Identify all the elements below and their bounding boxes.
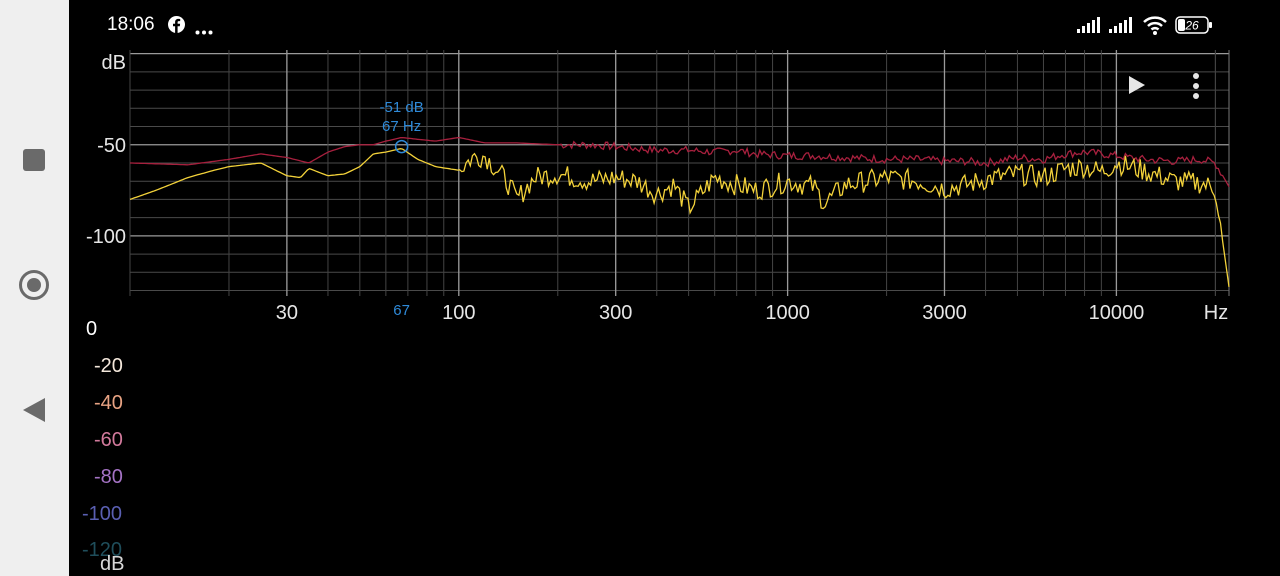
recents-button[interactable] [14, 142, 54, 182]
x-tick-label: 1000 [765, 302, 810, 324]
x-tick-label: 10000 [1089, 302, 1145, 324]
square-icon [22, 148, 46, 177]
spectrum-analyzer-screen: -50 -100 dB 30 100 300 1000 3000 10000 Hz -51 dB 67… [69, 0, 1280, 576]
peak-marker [394, 139, 409, 154]
spectrum-series-line [130, 136, 1230, 188]
peak-hz-label: 67 Hz [382, 118, 421, 135]
y-tick-label: -50 [97, 135, 126, 157]
status-time: 18:06 [107, 14, 155, 35]
scale-label-60: -60 [94, 429, 123, 451]
circle-icon [18, 269, 50, 306]
scale-unit: dB [100, 553, 125, 575]
status-bar: 18:06 26 [69, 0, 1280, 48]
y-axis-unit: dB [102, 52, 126, 74]
y-tick-label: -100 [86, 226, 126, 248]
scale-label-100: -100 [82, 503, 123, 525]
scale-label-80: -80 [94, 466, 123, 488]
x-tick-label: 30 [276, 302, 298, 324]
signal-icon [1077, 16, 1103, 39]
navigation-bar [0, 0, 69, 576]
battery-icon: 26 [1175, 16, 1213, 39]
scale-label-40: -40 [94, 392, 123, 414]
x-tick-label: 3000 [922, 302, 967, 324]
triangle-back-icon [21, 396, 47, 429]
scale-label-20: -20 [94, 355, 123, 377]
kebab-menu-icon[interactable] [1186, 72, 1206, 105]
home-button[interactable] [14, 267, 54, 307]
wifi-icon [1142, 14, 1168, 41]
facebook-icon [168, 16, 185, 38]
peak-db-label: -51 dB [380, 99, 424, 116]
x-axis-unit: Hz [1204, 302, 1228, 324]
battery-level: 26 [1184, 19, 1199, 33]
scale-label-120: -120 [82, 539, 123, 561]
play-icon[interactable] [1125, 72, 1149, 103]
more-dots-icon [195, 22, 213, 40]
scale-label-0: 0 [86, 318, 98, 340]
peak-axis-label: 67 [393, 302, 410, 319]
spectrum-series-line [129, 148, 1230, 287]
signal-icon [1109, 16, 1135, 39]
x-tick-label: 300 [599, 302, 632, 324]
x-tick-label: 100 [442, 302, 475, 324]
back-button[interactable] [14, 392, 54, 432]
spectrum-plot[interactable]: -50 -100 dB 30 100 300 1000 3000 10000 Hz -51 dB 67… [69, 0, 1280, 576]
